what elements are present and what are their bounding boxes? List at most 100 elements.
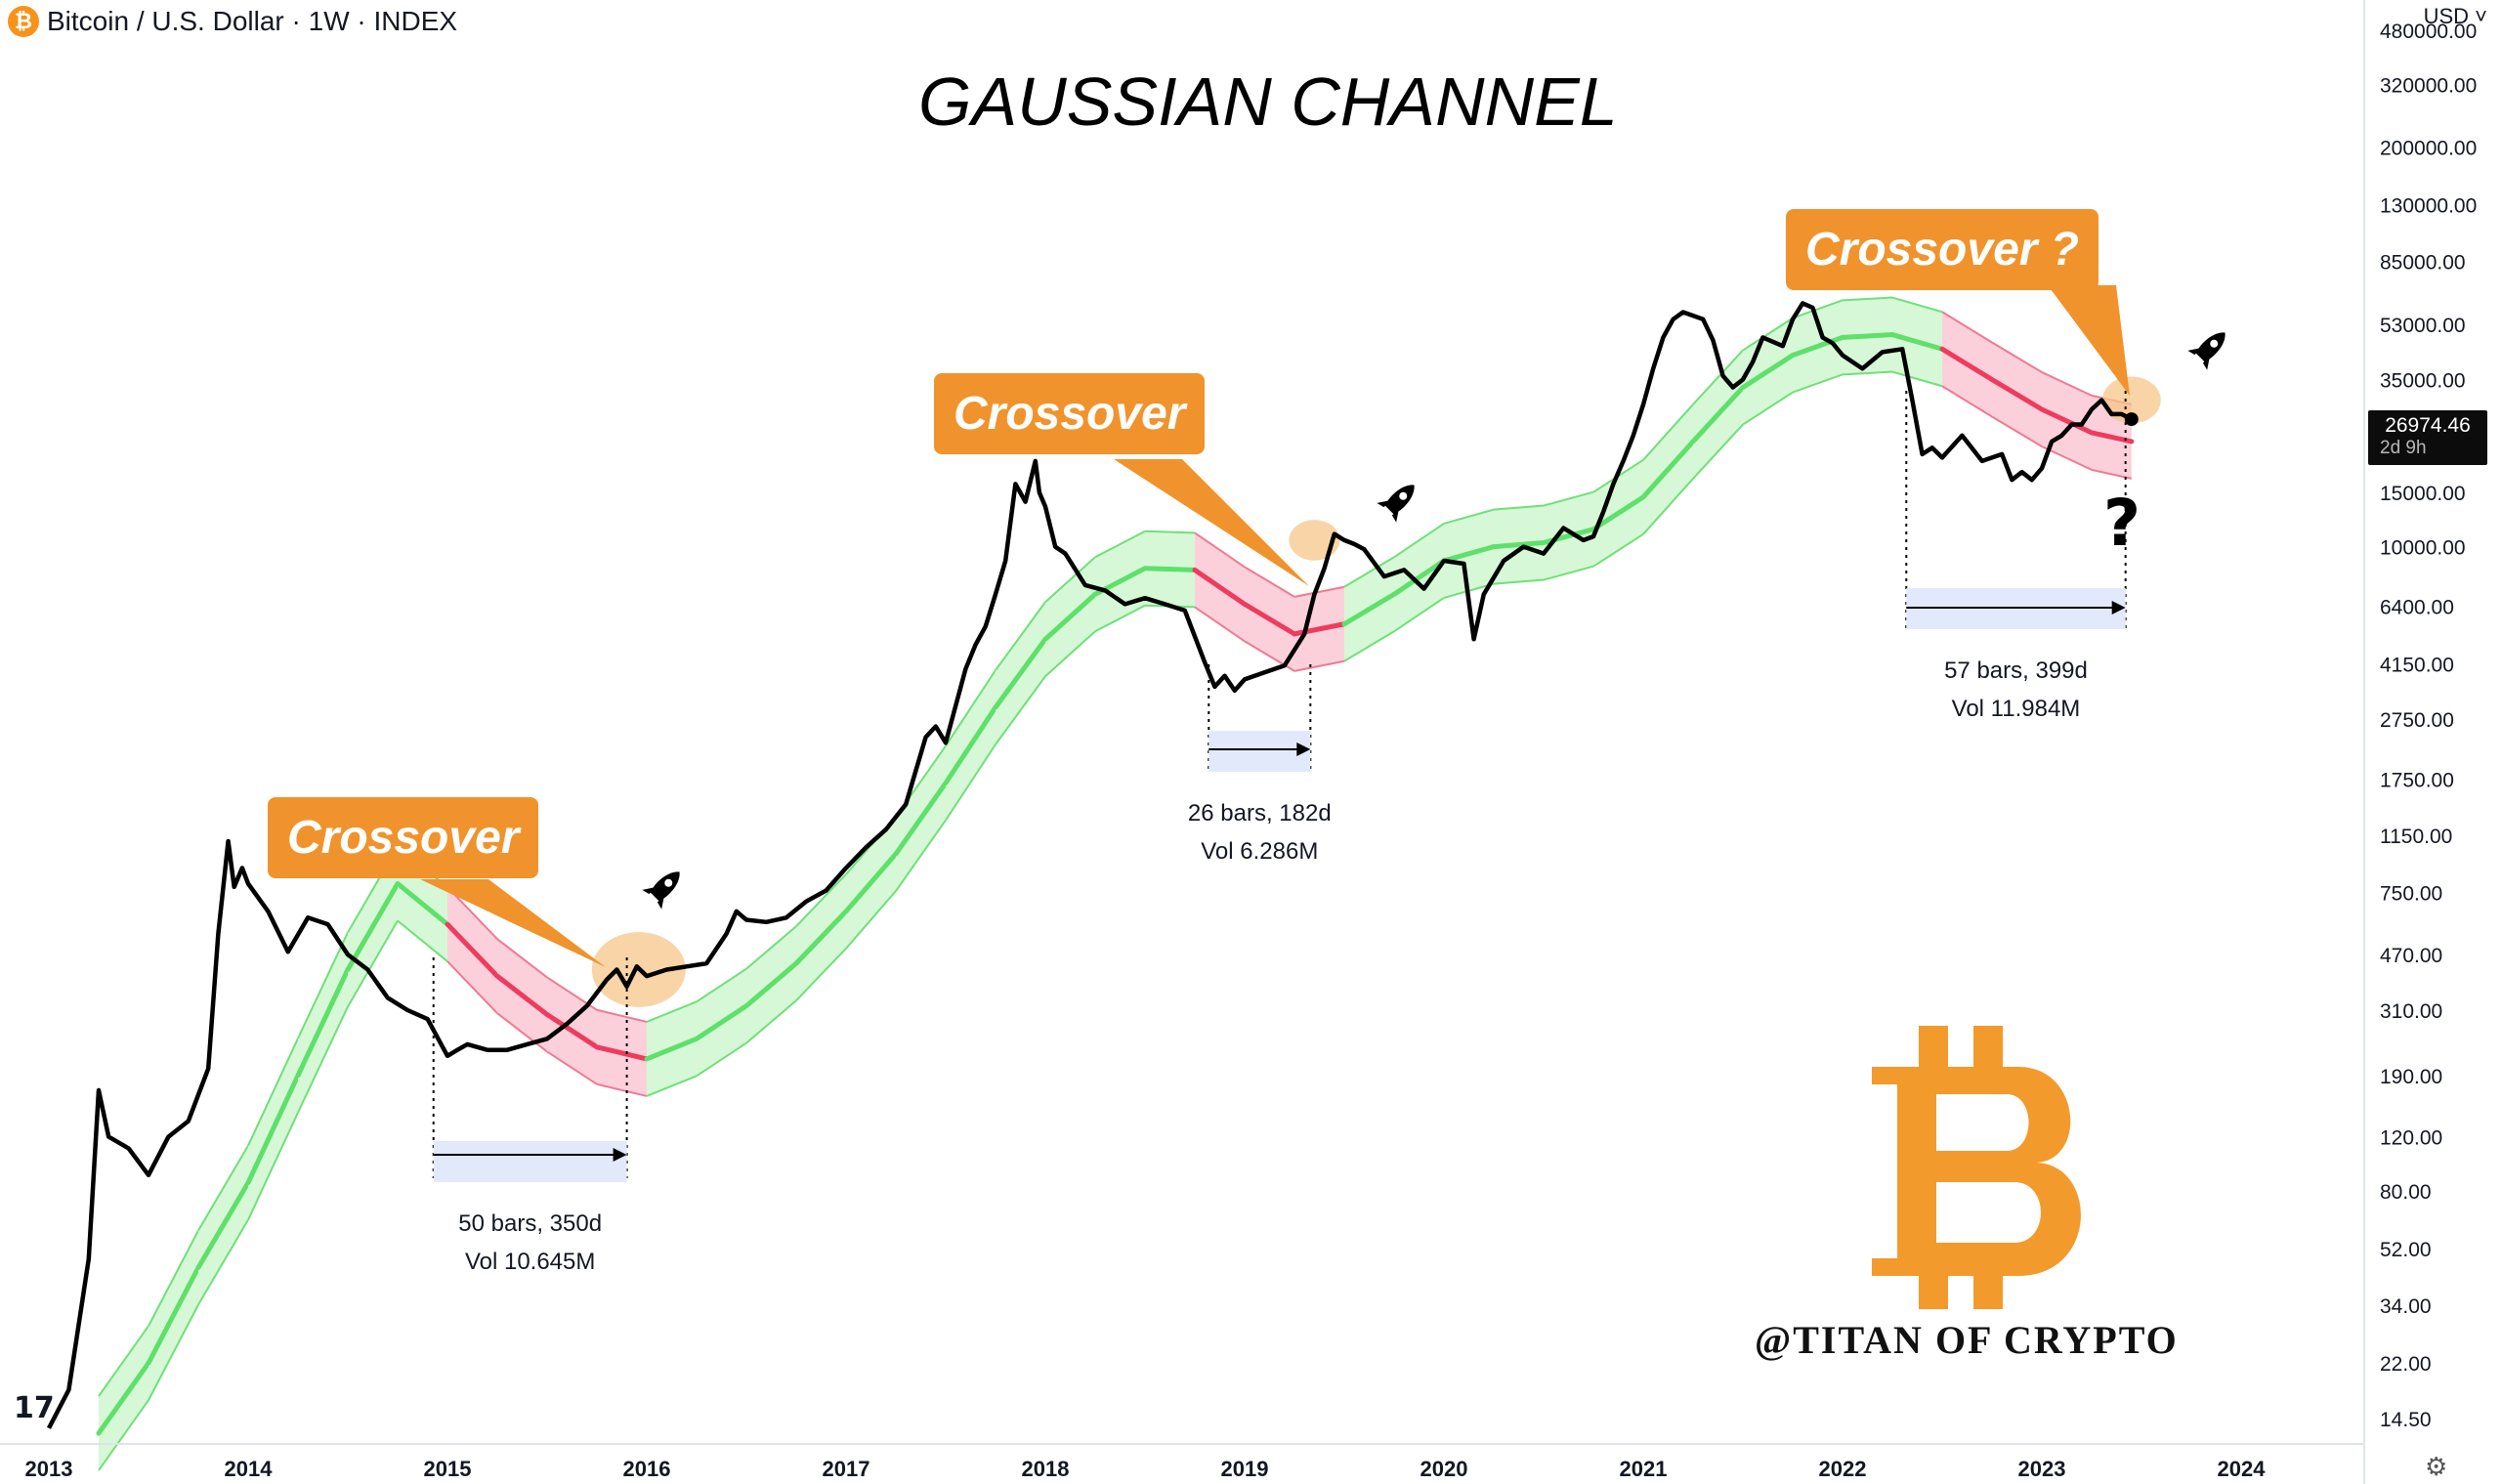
rocket-icon — [2187, 332, 2225, 370]
y-tick-label: 750.00 — [2380, 882, 2442, 905]
channel-midline-segment — [1341, 591, 1397, 627]
x-tick-label: 2024 — [2218, 1457, 2267, 1481]
y-tick-label: 480000.00 — [2380, 21, 2477, 43]
rocket-fin — [2202, 356, 2210, 370]
channel-lower-edge — [1991, 415, 2043, 447]
channel-lower-edge — [1543, 565, 1594, 581]
channel-upper-edge — [247, 1038, 299, 1147]
channel-upper-edge — [1194, 531, 1246, 569]
channel-upper-edge — [1343, 556, 1395, 588]
channel-midline-segment — [395, 880, 450, 927]
channel-lower-edge — [646, 1075, 698, 1097]
channel-upper-edge — [596, 1008, 648, 1023]
channel-lower-edge — [995, 675, 1046, 745]
x-tick-label: 2013 — [25, 1457, 73, 1481]
x-tick-label: 2019 — [1221, 1457, 1269, 1481]
channel-midline-segment — [1690, 385, 1746, 445]
watermark: @TITAN OF CRYPTO — [1755, 1318, 2179, 1362]
channel-upper-edge — [197, 1145, 249, 1232]
channel-upper-edge — [1094, 530, 1146, 559]
channel-lower-edge — [745, 999, 797, 1044]
measure-arrow-head — [613, 1148, 627, 1162]
measure-range-box — [1208, 731, 1311, 772]
y-tick-label: 10000.00 — [2380, 537, 2466, 560]
rocket-icon — [1377, 485, 1415, 523]
measure-bars-label: 50 bars, 350d — [458, 1210, 602, 1237]
measure-vol-label: Vol 6.286M — [1201, 838, 1318, 865]
channel-midline-segment — [1740, 353, 1796, 391]
channel-lower-edge — [1293, 659, 1345, 672]
callout-pointer — [420, 879, 606, 967]
channel-midline-segment — [345, 880, 401, 972]
rocket-fin — [2187, 348, 2202, 356]
bitcoin-coin-icon: ₿ — [8, 6, 39, 37]
channel-midline-segment — [1142, 566, 1198, 572]
channel-lower-edge — [795, 948, 847, 1001]
channel-upper-edge — [1244, 566, 1295, 598]
y-tick-label: 14.50 — [2380, 1409, 2432, 1431]
x-tick-label: 2022 — [1819, 1457, 1867, 1481]
channel-lower-edge — [1792, 373, 1844, 394]
channel-lower-edge — [98, 1399, 149, 1471]
channel-midline-segment — [146, 1265, 201, 1366]
y-tick-label: 200000.00 — [2380, 137, 2477, 159]
channel-midline-segment — [1042, 591, 1098, 642]
y-tick-label: 320000.00 — [2380, 74, 2477, 97]
rocket-window — [664, 878, 673, 887]
channel-lower-edge — [1891, 370, 1943, 388]
last-price: 26974.46 — [2385, 414, 2471, 437]
rocket-fin — [657, 895, 664, 910]
tradingview-logo-icon[interactable]: 17 — [14, 1391, 55, 1425]
symbol-title[interactable]: Bitcoin / U.S. Dollar · 1W · INDEX — [47, 6, 458, 36]
channel-lower-edge — [546, 1050, 598, 1085]
channel-midline-segment — [494, 973, 550, 1017]
y-tick-label: 85000.00 — [2380, 251, 2466, 274]
channel-midline-segment — [743, 960, 799, 1009]
btc-bar-top-right — [1973, 1026, 2003, 1067]
channel-midline-segment — [1840, 332, 1895, 340]
channel-midline-segment — [993, 636, 1048, 710]
x-tick-label: 2014 — [225, 1457, 274, 1481]
channel-midline-segment — [1242, 601, 1297, 637]
channel-midline-segment — [245, 1073, 301, 1186]
chart-title: GAUSSIAN CHANNEL — [918, 64, 1618, 140]
channel-midline-segment — [893, 781, 949, 857]
channel-lower-edge — [1692, 423, 1744, 480]
x-tick-label: 2018 — [1022, 1457, 1070, 1481]
x-tick-label: 2021 — [1620, 1457, 1668, 1481]
btc-bar-top-left — [1919, 1026, 1948, 1067]
y-tick-label: 22.00 — [2380, 1353, 2432, 1376]
channel-midline-segment — [594, 1044, 650, 1062]
channel-midline-segment — [1939, 346, 1995, 383]
rocket-body — [650, 871, 680, 902]
channel-lower-edge — [397, 919, 448, 962]
channel-midline-segment — [295, 966, 351, 1079]
channel-lower-edge — [1842, 370, 1893, 376]
channel-upper-edge — [1443, 508, 1495, 525]
channel-lower-edge — [596, 1082, 648, 1097]
channel-lower-edge — [247, 1112, 299, 1221]
y-tick-label: 80.00 — [2380, 1181, 2432, 1204]
y-tick-label: 6400.00 — [2380, 597, 2454, 619]
channel-upper-edge — [1991, 341, 2043, 373]
channel-midline-segment — [1889, 332, 1945, 352]
channel-lower-edge — [1393, 597, 1445, 633]
rocket-body — [1384, 485, 1415, 515]
y-tick-label: 1150.00 — [2380, 826, 2452, 848]
btc-bar-bottom-left — [1919, 1270, 1948, 1309]
rocket-window — [2210, 339, 2219, 348]
channel-lower-edge — [1194, 606, 1246, 643]
channel-upper-edge — [1393, 523, 1445, 559]
channel-midline-segment — [644, 1036, 699, 1062]
channel-midline-segment — [1192, 567, 1248, 607]
crossover-highlight — [2101, 376, 2161, 424]
channel-upper-edge — [148, 1230, 199, 1327]
channel-midline-segment — [793, 909, 849, 966]
settings-gear-icon[interactable]: ⚙ — [2425, 1452, 2448, 1481]
channel-midline-segment — [694, 1003, 749, 1041]
channel-lower-edge — [1592, 532, 1644, 568]
x-tick-label: 2016 — [623, 1457, 671, 1481]
channel-midline-segment — [1640, 439, 1696, 500]
currency-selector[interactable]: USD ˅ — [2423, 4, 2487, 28]
